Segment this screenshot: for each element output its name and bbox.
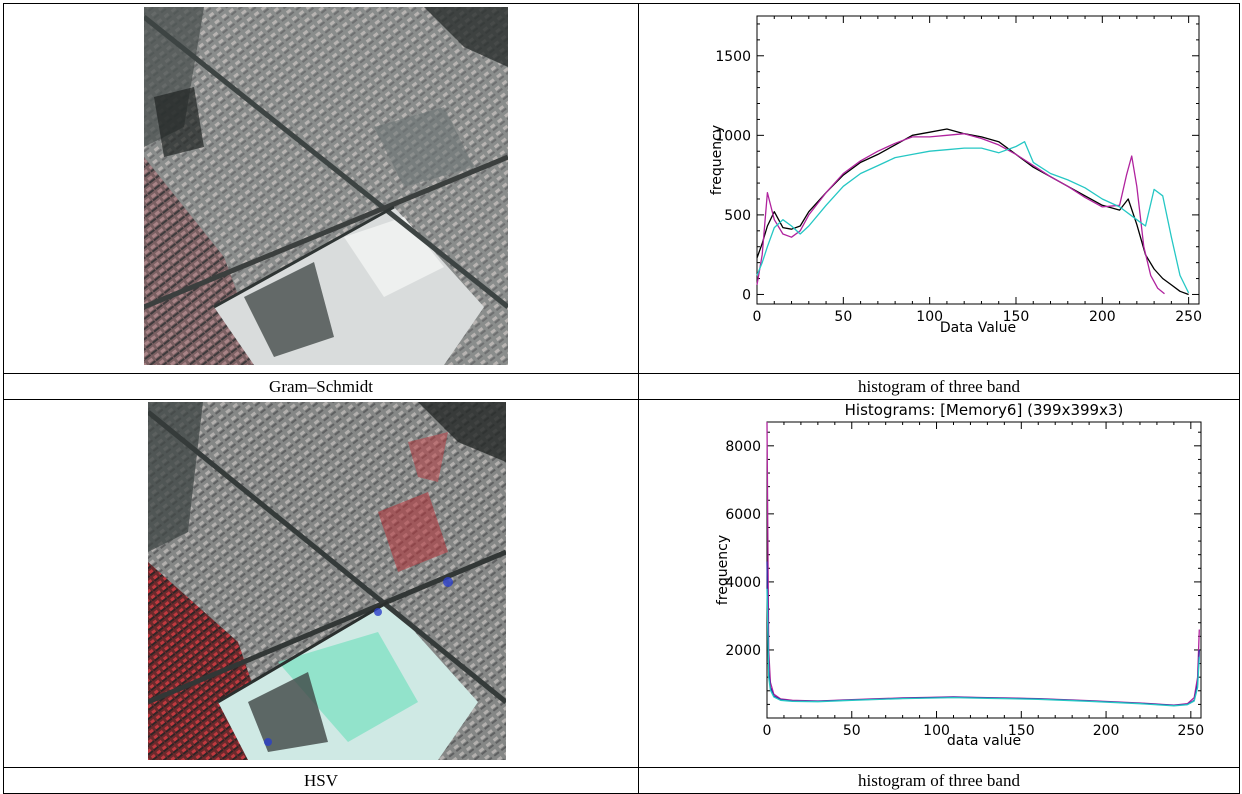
x-tick-label: 0 — [753, 309, 762, 325]
x-tick-label: 250 — [1175, 309, 1202, 325]
x-axis-label: data value — [947, 733, 1021, 749]
series-line-3 — [766, 588, 1200, 707]
y-tick-label: 500 — [724, 208, 751, 224]
y-tick-label: 1500 — [715, 49, 751, 65]
y-tick-label: 8000 — [725, 439, 761, 455]
histogram-chart-2: Histograms: [Memory6] (399x399x3) 0 50 100 1… — [715, 401, 1204, 749]
x-tick-label: 150 — [1008, 723, 1035, 739]
chart-title: Histograms: [Memory6] (399x399x3) — [845, 401, 1124, 419]
hsv-satellite-image — [148, 402, 506, 760]
x-tick-label: 50 — [834, 309, 852, 325]
y-tick-label: 1000 — [715, 128, 751, 144]
x-tick-label: 0 — [763, 723, 772, 739]
x-tick-label: 100 — [916, 309, 943, 325]
figure-table: 0 50 100 150 200 250 0 500 1000 1500 Data Value fre… — [3, 3, 1240, 794]
caption-hsv: HSV — [3, 767, 639, 794]
x-tick-label: 50 — [843, 723, 861, 739]
y-tick-label: 0 — [742, 287, 751, 303]
y-tick-label: 6000 — [725, 507, 761, 523]
plot-frame — [756, 15, 1200, 305]
x-tick-label: 250 — [1177, 723, 1204, 739]
caption-histogram-2: histogram of three band — [638, 767, 1240, 794]
y-axis-label: frequency — [709, 125, 725, 195]
hsv-image-cell — [3, 399, 639, 768]
x-tick-label: 200 — [1089, 309, 1116, 325]
series-line-2 — [756, 133, 1165, 295]
x-tick-label: 150 — [1003, 309, 1030, 325]
series-line-1 — [756, 128, 1189, 296]
caption-gram-schmidt: Gram–Schmidt — [3, 373, 639, 400]
y-axis-label: frequency — [715, 535, 731, 605]
histogram-1-cell: 0 50 100 150 200 250 0 500 1000 1500 Data Value fre… — [638, 3, 1240, 374]
series-line-1 — [766, 421, 1200, 706]
x-axis-label: Data Value — [940, 320, 1016, 336]
gram-schmidt-satellite-image — [144, 7, 508, 365]
y-tick-label: 4000 — [725, 575, 761, 591]
series-line-2 — [766, 561, 1200, 707]
histogram-2-cell: Histograms: [Memory6] (399x399x3) 0 50 100 1… — [638, 399, 1240, 768]
plot-frame — [766, 421, 1202, 719]
x-tick-label: 200 — [1093, 723, 1120, 739]
caption-histogram-1: histogram of three band — [638, 373, 1240, 400]
x-tick-label: 100 — [923, 723, 950, 739]
gram-schmidt-image-cell — [3, 3, 639, 374]
y-tick-label: 2000 — [725, 643, 761, 659]
histogram-chart-1: 0 50 100 150 200 250 0 500 1000 1500 Data Value fre… — [709, 15, 1202, 336]
series-line-3 — [756, 141, 1190, 294]
